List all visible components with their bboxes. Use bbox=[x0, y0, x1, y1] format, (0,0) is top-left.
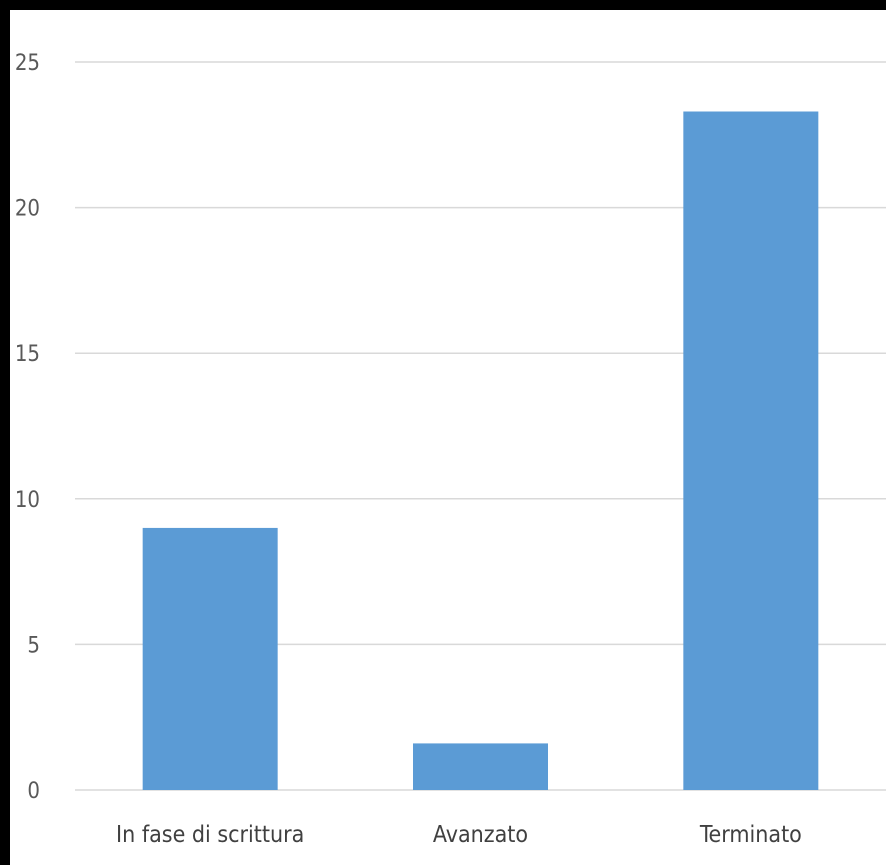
x-category-label: Avanzato bbox=[433, 822, 528, 848]
chart-frame: 0 5 10 15 20 25 In fase di scrittura Avanzato T… bbox=[10, 10, 886, 865]
x-category-label: In fase di scrittura bbox=[116, 822, 304, 848]
y-tick-label: 20 bbox=[15, 197, 40, 222]
y-tick-label: 10 bbox=[15, 488, 40, 513]
bars bbox=[142, 111, 819, 790]
x-category-label: Terminato bbox=[699, 822, 802, 848]
y-tick-label: 0 bbox=[27, 779, 40, 804]
bar-chart: 0 5 10 15 20 25 In fase di scrittura Avanzato T… bbox=[15, 51, 886, 848]
y-tick-label: 15 bbox=[15, 342, 40, 367]
y-tick-label: 5 bbox=[27, 633, 40, 658]
bar bbox=[413, 743, 548, 790]
bar bbox=[142, 527, 278, 790]
y-tick-label: 25 bbox=[15, 51, 40, 76]
y-axis-tick-labels: 0 5 10 15 20 25 bbox=[15, 51, 40, 804]
x-axis-category-labels: In fase di scrittura Avanzato Terminato bbox=[116, 822, 802, 848]
bar bbox=[683, 111, 819, 790]
